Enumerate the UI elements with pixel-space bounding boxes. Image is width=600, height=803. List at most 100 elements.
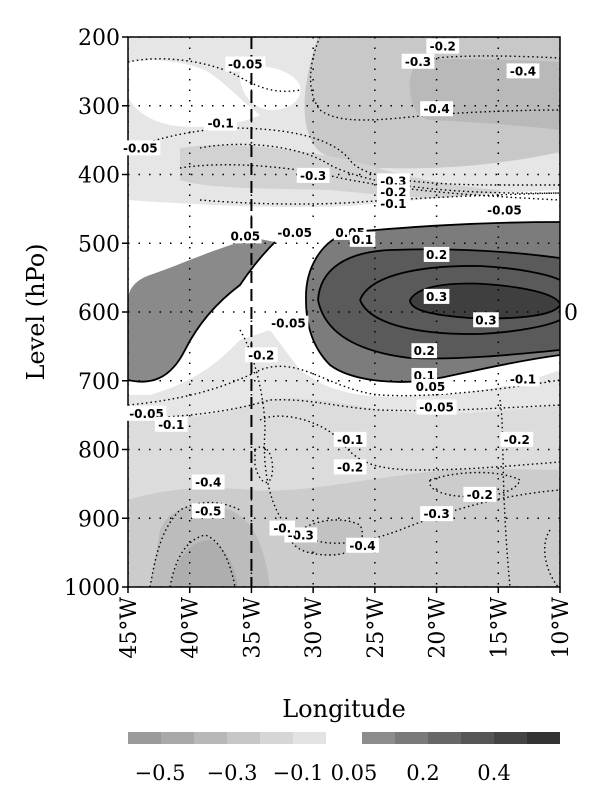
x-tick-label: 20°W — [426, 597, 451, 659]
contour-label-text: 0.05 — [230, 229, 260, 243]
contour-label-bg — [120, 140, 161, 156]
contour-label-text: -0.4 — [195, 476, 221, 490]
contour-label-bg — [154, 416, 188, 432]
contour-label-bg — [333, 459, 367, 475]
contour-label-bg — [500, 431, 534, 447]
y-tick-label: 1000 — [64, 576, 120, 601]
x-tick-label: 10°W — [549, 597, 574, 659]
contour-label-bg — [506, 63, 540, 79]
colorbar-swatch — [395, 732, 428, 744]
contour-line — [199, 192, 560, 205]
contour-label-text: -0.3 — [300, 169, 326, 183]
contour-label: -0.05 — [274, 224, 315, 240]
contour-label-bg — [274, 224, 315, 240]
contour-line — [359, 265, 560, 301]
x-tick-label: 45°W — [117, 597, 142, 659]
colorbar-tick-label: −0.5 — [135, 761, 186, 785]
contour-label-bg — [420, 506, 453, 522]
contour-label-text: -0.2 — [467, 488, 493, 502]
contour-label-bg — [484, 202, 525, 218]
colorbar-swatch — [161, 732, 194, 744]
contour-label: -0.4 — [346, 537, 379, 553]
contour-label-text: -0.05 — [487, 203, 522, 217]
contour-label-text: 0.2 — [426, 248, 447, 262]
contour-label: -0.2 — [463, 486, 497, 502]
contour-label-bg — [244, 347, 278, 363]
contour-label: -0. — [269, 520, 296, 536]
contour-label: -0.1 — [506, 371, 540, 387]
contour-label-text: -0.2 — [337, 460, 363, 474]
contour-label-bg — [423, 288, 450, 304]
y-tick-label: 300 — [78, 95, 120, 120]
colorbar-swatch — [194, 732, 227, 744]
y-tick-label: 600 — [78, 301, 120, 326]
contour-label: 0.3 — [473, 312, 499, 328]
contour-label-bg — [191, 474, 225, 490]
contour-label: -0.1 — [154, 416, 188, 432]
y-axis: 200 300 400 500 600 700 800 900 1000 — [64, 26, 128, 601]
contour-label: -0.2 — [426, 38, 460, 54]
contour-label: -0.4 — [191, 474, 225, 490]
contour-label-text: -0.1 — [380, 197, 406, 211]
contour-label: 0.05 — [414, 378, 447, 394]
contour-label: -0.1 — [333, 431, 367, 447]
contour-label: -0.05 — [225, 56, 266, 72]
contour-label-text: -0.4 — [510, 64, 536, 78]
contour-line — [128, 58, 301, 92]
contour-line — [128, 399, 560, 419]
contour-label-text: 0.3 — [426, 290, 447, 304]
contour-label-text: -0.4 — [349, 539, 375, 553]
contour-line — [317, 299, 560, 360]
contour-label-text: -0.2 — [380, 185, 406, 199]
contour-label-text: -0.2 — [248, 348, 274, 362]
x-tick-label: 25°W — [364, 597, 389, 659]
contour-label-bg — [426, 38, 460, 54]
colorbar-tick-label: 0.05 — [331, 761, 378, 785]
contour-label-text: -0.2 — [430, 40, 456, 54]
contour-label: -0.2 — [500, 431, 534, 447]
x-tick-label: 40°W — [179, 597, 204, 659]
contour-label-bg — [204, 115, 237, 131]
contour-label-text: -0.1 — [207, 117, 233, 131]
x-tick-label: 15°W — [487, 597, 512, 659]
colorbar-tick-label: 0.2 — [406, 761, 439, 785]
colorbar-swatch — [227, 732, 260, 744]
fill-region-upper-left-white — [128, 60, 260, 127]
contour-label: -0.1 — [204, 115, 237, 131]
contour-line — [199, 143, 560, 194]
contour-label-bg — [473, 312, 499, 328]
contour-label-bg — [376, 184, 410, 200]
contour-label: 0.05 — [228, 228, 262, 244]
contour-label-text: -0.4 — [423, 102, 449, 116]
contour-label-bg — [506, 371, 540, 387]
contour-line — [359, 299, 560, 335]
contour-label: -0.3 — [296, 167, 330, 183]
contour-label-text: -0.05 — [228, 58, 263, 72]
contour-label: -0.05 — [484, 202, 525, 218]
contour-label-text: -0.3 — [405, 55, 431, 69]
contour-line — [169, 534, 236, 587]
contour-label: -0.2 — [376, 184, 410, 200]
x-tick-label: 35°W — [240, 597, 265, 659]
contour-label-text: -0. — [273, 522, 291, 536]
contour-label-text: -0.5 — [195, 504, 221, 518]
contour-label: -0.4 — [506, 63, 540, 79]
contour-label-bg — [349, 231, 376, 247]
contour-label-bg — [228, 228, 262, 244]
contour-label-text: -0.2 — [504, 433, 530, 447]
contour-label-bg — [333, 431, 367, 447]
contour-line — [179, 164, 560, 201]
y-tick-label: 200 — [78, 26, 120, 51]
contour-label: 0.1 — [349, 231, 376, 247]
colorbar-tick-label: −0.3 — [207, 761, 258, 785]
colorbar-tick-label: −0.1 — [273, 761, 324, 785]
colorbar: −0.5 −0.3 −0.1 0.05 0.2 0.4 — [128, 732, 560, 785]
contour-line — [317, 248, 560, 301]
colorbar-tick-label: 0.4 — [477, 761, 510, 785]
contour-label-text: -0.1 — [337, 433, 363, 447]
contour-label: -0.5 — [191, 503, 225, 519]
contour-label: -0.3 — [401, 53, 435, 69]
colorbar-swatch — [527, 732, 560, 744]
fill-region-upper-center — [180, 145, 500, 200]
contour-label-bg — [268, 315, 309, 331]
